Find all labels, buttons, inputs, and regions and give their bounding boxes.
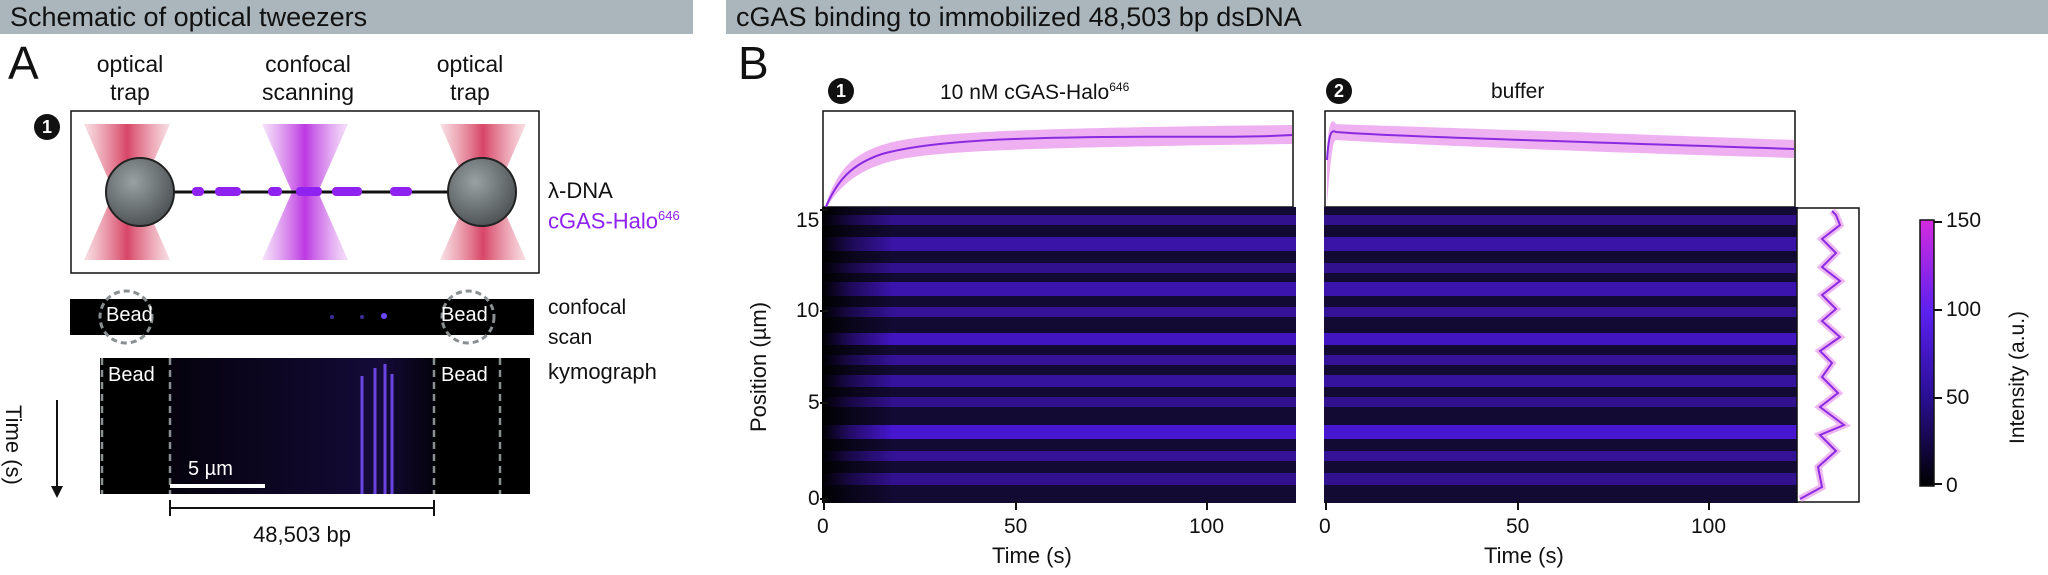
spatial-profile	[1796, 207, 1860, 503]
x-axes-ticks	[823, 500, 1710, 510]
protein-label: cGAS-Halo646	[548, 208, 680, 234]
step-1-badge-b: 1	[828, 78, 854, 104]
kymo-bands-2	[1324, 215, 1798, 485]
intensity-trace-2	[1324, 110, 1796, 208]
cbar-tick-0: 0	[1946, 474, 1958, 497]
title-buffer: buffer	[1491, 80, 1545, 103]
kymograph-cgas	[822, 207, 1296, 503]
kymograph-schematic	[100, 358, 530, 494]
cbar-tick-50: 50	[1946, 386, 1970, 409]
ytick-0: 0	[808, 487, 820, 510]
xtick-0-a: 0	[817, 515, 829, 538]
confocal-scan-label: confocal scan	[548, 296, 627, 349]
dna-label: λ-DNA	[548, 178, 613, 203]
step-1-badge-a: 1	[34, 114, 60, 140]
intensity-trace-1	[822, 110, 1294, 210]
xtick-50-b: 50	[1506, 515, 1530, 538]
xtick-100-b: 100	[1691, 515, 1727, 538]
title-cgas: 10 nM cGAS-Halo646	[940, 80, 1130, 104]
panel-b-letter: B	[738, 37, 769, 89]
xtick-0-b: 0	[1319, 515, 1331, 538]
optical-trap-right-label: optical trap	[436, 51, 504, 105]
panel-a-letter: A	[8, 37, 39, 89]
colorbar-label: Intensity (a.u.)	[2006, 310, 2029, 444]
bead-label-kymo-left: Bead	[108, 364, 155, 386]
optical-tweezers-schematic	[70, 110, 540, 274]
ytick-5: 5	[808, 391, 820, 414]
bead-right	[447, 157, 517, 227]
bead-label-scan-right: Bead	[441, 304, 488, 326]
confocal-scan-strip	[70, 299, 534, 335]
bead-circle-left	[98, 289, 154, 345]
optical-trap-left-label: optical trap	[96, 51, 164, 105]
protein-dots	[192, 187, 412, 196]
bead-left	[105, 157, 175, 227]
kymo-tracks	[360, 364, 394, 494]
kymograph-label: kymograph	[548, 359, 657, 384]
length-bracket	[169, 500, 435, 516]
bead-circle-right	[440, 289, 496, 345]
scalebar-label: 5 µm	[188, 458, 233, 480]
cbar-tick-100: 100	[1946, 298, 1982, 321]
confocal-scan-overlay	[98, 289, 496, 345]
x-axis-label-1: Time (s)	[992, 543, 1072, 568]
step-2-badge-b: 2	[1326, 78, 1352, 104]
bead-label-kymo-right: Bead	[441, 364, 488, 386]
colorbar	[1919, 219, 1942, 487]
panel-b-banner: cGAS binding to immobilized 48,503 bp ds…	[726, 0, 2048, 34]
y-axis-label: Position (µm)	[746, 301, 771, 432]
kymograph-buffer	[1324, 207, 1798, 503]
ytick-15: 15	[796, 209, 820, 232]
bead-label-scan-left: Bead	[106, 304, 153, 326]
length-label: 48,503 bp	[253, 522, 351, 547]
confocal-scanning-label: confocal scanning	[261, 51, 355, 105]
cbar-tick-150: 150	[1946, 209, 1982, 232]
time-arrow	[51, 400, 63, 498]
time-axis-label-a: Time (s)	[1, 405, 26, 485]
x-axis-label-2: Time (s)	[1484, 543, 1564, 568]
spatial-profile-line	[1799, 210, 1846, 500]
panel-a-banner: Schematic of optical tweezers	[0, 0, 693, 34]
y-axis	[820, 209, 828, 500]
xtick-50-a: 50	[1004, 515, 1028, 538]
xtick-100-a: 100	[1189, 515, 1225, 538]
ytick-10: 10	[796, 299, 820, 322]
